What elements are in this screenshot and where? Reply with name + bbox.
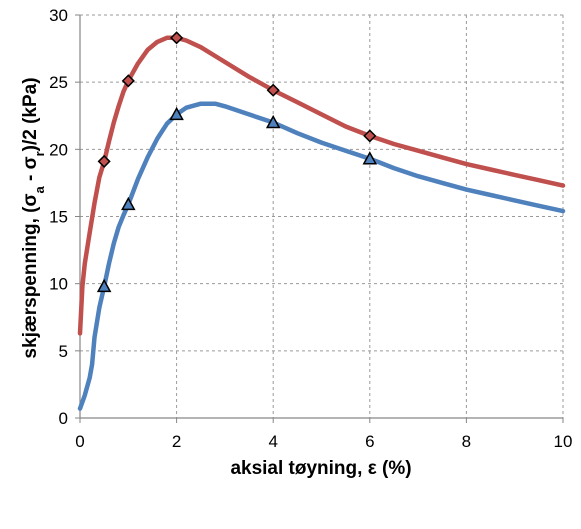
diamond-marker xyxy=(363,129,377,143)
triangle-marker xyxy=(169,106,184,121)
y-axis-title-prefix: skjærspenning, (σ xyxy=(20,194,41,359)
x-tick-label: 6 xyxy=(365,432,374,451)
grid-lines xyxy=(80,14,564,418)
y-axis-title-suffix: )/2 (kPa) xyxy=(20,77,41,151)
y-axis-title: skjærspenning, (σa - σr)/2 (kPa) xyxy=(20,77,47,358)
y-tick-label: 15 xyxy=(49,208,68,227)
series-layer xyxy=(77,35,566,411)
markers-layer xyxy=(96,31,378,293)
x-tick-label: 4 xyxy=(268,432,277,451)
diamond-marker xyxy=(121,74,135,88)
triangle-marker xyxy=(121,196,136,211)
y-axis-title-sub-r: r xyxy=(32,151,47,156)
y-tick-label: 5 xyxy=(59,342,68,361)
triangle-marker xyxy=(96,278,112,293)
diamond-marker xyxy=(97,154,111,168)
x-tick-label: 10 xyxy=(554,432,573,451)
triangle-marker xyxy=(362,151,378,165)
diamond-marker xyxy=(266,83,280,97)
y-tick-label: 20 xyxy=(49,140,68,159)
y-tick-label: 0 xyxy=(59,409,68,428)
y-axis-title-sub-a: a xyxy=(32,186,47,194)
y-tick-label: 25 xyxy=(49,73,68,92)
tick-labels: 0 2 4 6 8 10 0 5 10 15 20 25 30 xyxy=(49,6,572,451)
x-tick-label: 8 xyxy=(462,432,471,451)
axes xyxy=(75,14,564,423)
x-tick-label: 0 xyxy=(75,432,84,451)
y-tick-label: 10 xyxy=(49,275,68,294)
x-tick-label: 2 xyxy=(172,432,181,451)
y-axis-title-mid: - σ xyxy=(20,156,41,186)
x-axis-title: aksial tøyning, ε (%) xyxy=(230,458,411,479)
triangle-marker xyxy=(265,114,281,129)
series-line-2 xyxy=(77,101,566,411)
diamond-marker xyxy=(170,31,184,45)
y-tick-label: 30 xyxy=(49,6,68,25)
